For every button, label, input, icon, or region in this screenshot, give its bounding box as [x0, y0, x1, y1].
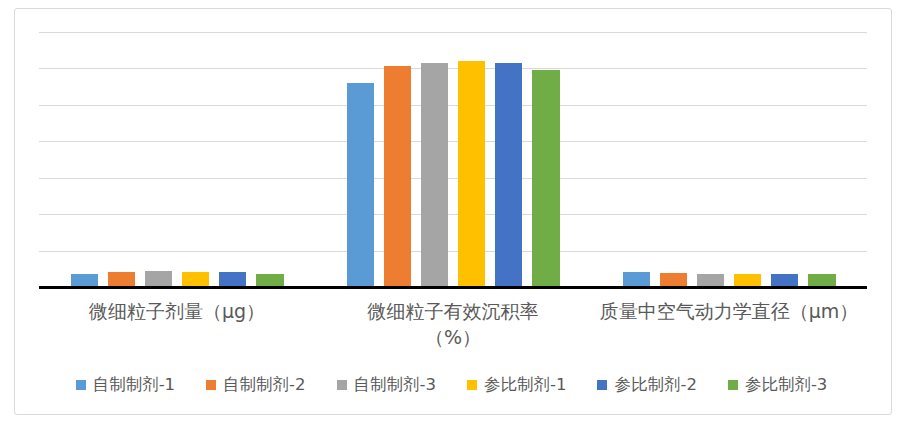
legend-color-swatch: [337, 380, 347, 390]
legend-item: 自制制剂-1: [76, 374, 175, 396]
bar-自制制剂-3-group3: [697, 274, 725, 286]
legend-label: 自制制剂-1: [93, 374, 175, 396]
bar-参比制剂-1-group3: [734, 274, 762, 286]
legend-color-swatch: [597, 380, 607, 390]
bar-自制制剂-2-group3: [660, 273, 688, 286]
gridline: [39, 141, 867, 142]
bar-自制制剂-1-group3: [623, 272, 651, 286]
bar-参比制剂-3-group1: [256, 274, 284, 287]
gridline: [39, 32, 867, 33]
legend-label: 自制制剂-3: [354, 374, 436, 396]
bar-chart[interactable]: 微细粒子剂量（μg）微细粒子有效沉积率（%）质量中空气动力学直径（μm） 自制制…: [0, 0, 903, 429]
x-axis-category-label: 微细粒子有效沉积率（%）: [293, 298, 613, 350]
bar-自制制剂-3-group2: [421, 63, 449, 286]
bar-自制制剂-3-group1: [145, 271, 173, 287]
legend-label: 参比制剂-3: [745, 374, 827, 396]
bar-参比制剂-3-group2: [532, 70, 560, 286]
x-axis-line: [39, 286, 867, 288]
bar-自制制剂-1-group2: [347, 83, 375, 286]
bar-参比制剂-2-group3: [771, 274, 799, 286]
bar-参比制剂-3-group3: [808, 274, 836, 287]
bar-参比制剂-2-group2: [495, 63, 523, 286]
gridline: [39, 214, 867, 215]
legend-color-swatch: [467, 380, 477, 390]
legend-label: 参比制剂-2: [614, 374, 696, 396]
legend-color-swatch: [76, 380, 86, 390]
bar-自制制剂-2-group2: [384, 66, 412, 286]
gridline: [39, 178, 867, 179]
legend-color-swatch: [728, 380, 738, 390]
legend-label: 参比制剂-1: [484, 374, 566, 396]
x-axis-category-label: 微细粒子剂量（μg）: [17, 298, 337, 324]
bar-参比制剂-1-group2: [458, 61, 486, 286]
bar-参比制剂-1-group1: [182, 272, 210, 287]
bar-自制制剂-1-group1: [71, 274, 99, 287]
legend-color-swatch: [206, 380, 216, 390]
gridline: [39, 105, 867, 106]
legend-item: 自制制剂-3: [337, 374, 436, 396]
legend-item: 参比制剂-1: [467, 374, 566, 396]
legend-item: 参比制剂-3: [728, 374, 827, 396]
legend: 自制制剂-1 自制制剂-2 自制制剂-3 参比制剂-1 参比制剂-2 参比制剂-3: [0, 374, 903, 396]
legend-label: 自制制剂-2: [223, 374, 305, 396]
bar-参比制剂-2-group1: [219, 272, 247, 286]
gridline: [39, 251, 867, 252]
legend-item: 参比制剂-2: [597, 374, 696, 396]
gridline: [39, 68, 867, 69]
x-axis-category-label: 质量中空气动力学直径（μm）: [569, 298, 889, 324]
legend-item: 自制制剂-2: [206, 374, 305, 396]
bar-自制制剂-2-group1: [108, 272, 136, 286]
